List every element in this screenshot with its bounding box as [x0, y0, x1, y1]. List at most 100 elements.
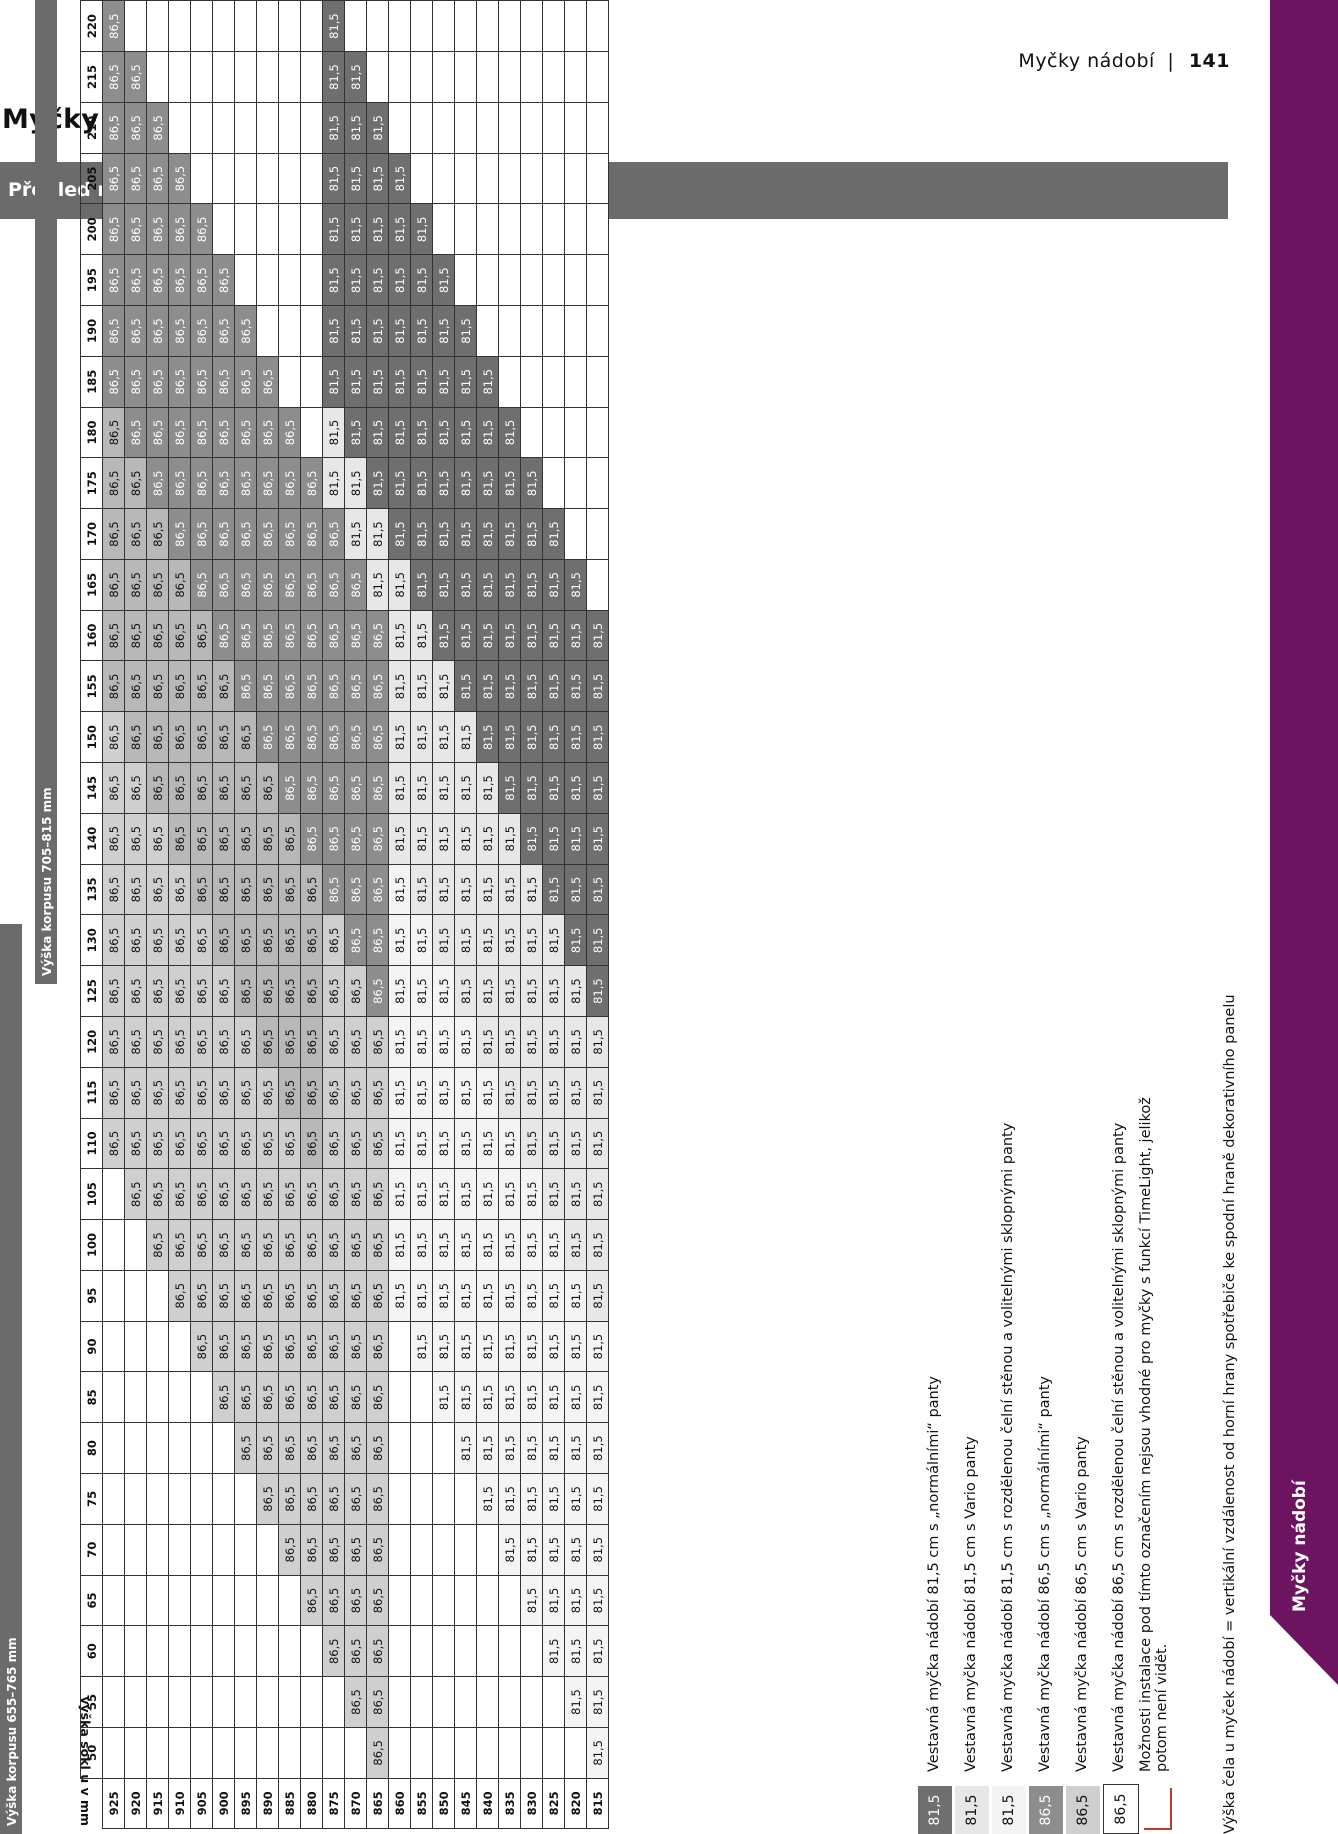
table-cell: 81,5: [388, 1270, 411, 1322]
table-cell: 86,5: [212, 813, 235, 865]
table-cell: 86,5: [234, 965, 257, 1017]
table-cell: [498, 254, 521, 306]
table-cell: 86,5: [300, 965, 323, 1017]
table-cell: [256, 254, 279, 306]
table-cell: 86,5: [344, 661, 367, 712]
table-cell: 81,5: [366, 153, 389, 204]
table-cell: [300, 203, 323, 255]
table-cell: [388, 1625, 411, 1677]
table-cell: 81,5: [586, 1118, 609, 1169]
table-cell: 81,5: [432, 711, 455, 763]
plinth-height-header: 90: [80, 1321, 103, 1372]
table-cell: [124, 1473, 147, 1525]
table-cell: [454, 1625, 477, 1677]
table-cell: [410, 1625, 433, 1677]
table-cell: [388, 1422, 411, 1474]
table-cell: 81,5: [520, 813, 543, 865]
table-cell: 86,5: [366, 813, 389, 865]
table-cell: 86,5: [124, 711, 147, 763]
table-cell: [168, 1575, 191, 1626]
table-cell: 86,5: [256, 1422, 279, 1474]
table-cell: 86,5: [366, 1219, 389, 1271]
table-cell: [234, 1727, 257, 1779]
table-cell: 86,5: [256, 965, 279, 1017]
table-cell: 81,5: [564, 1371, 587, 1423]
table-cell: 81,5: [432, 1168, 455, 1220]
table-cell: 86,5: [300, 1371, 323, 1423]
table-cell: 86,5: [190, 508, 213, 560]
table-cell: [586, 559, 609, 611]
table-cell: [564, 102, 587, 154]
table-cell: [234, 1524, 257, 1576]
table-cell: [454, 1524, 477, 1576]
table-cell: 86,5: [278, 711, 301, 763]
table-cell: 86,5: [256, 508, 279, 560]
table-cell: 86,5: [300, 711, 323, 763]
table-cell: [190, 102, 213, 154]
table-cell: 86,5: [168, 1219, 191, 1271]
table-cell: 81,5: [454, 457, 477, 509]
table-cell: 86,5: [212, 711, 235, 763]
table-cell: 81,5: [542, 1371, 565, 1423]
table-cell: 81,5: [432, 1270, 455, 1322]
table-cell: [586, 51, 609, 103]
table-cell: 81,5: [410, 711, 433, 763]
table-cell: 86,5: [234, 1219, 257, 1271]
table-cell: [256, 102, 279, 154]
table-cell: 81,5: [410, 559, 433, 611]
table-cell: 86,5: [102, 762, 125, 814]
table-cell: 86,5: [168, 559, 191, 611]
table-cell: 86,5: [168, 661, 191, 712]
table-cell: 81,5: [498, 1473, 521, 1525]
table-cell: [498, 356, 521, 408]
table-cell: 86,5: [256, 661, 279, 712]
table-cell: 81,5: [498, 864, 521, 915]
table-cell: 86,5: [190, 965, 213, 1017]
table-cell: 81,5: [586, 762, 609, 814]
table-cell: 81,5: [498, 1219, 521, 1271]
table-cell: 81,5: [520, 1067, 543, 1119]
plinth-height-header: 170: [80, 508, 103, 560]
plinth-height-header: 75: [80, 1473, 103, 1525]
table-cell: 81,5: [432, 1118, 455, 1169]
table-cell: [212, 203, 235, 255]
table-cell: 86,5: [124, 762, 147, 814]
table-cell: 86,5: [322, 813, 345, 865]
table-cell: 86,5: [278, 407, 301, 458]
table-cell: 86,5: [300, 559, 323, 611]
table-cell: [256, 305, 279, 357]
table-cell: [520, 1727, 543, 1779]
table-cell: [564, 1727, 587, 1779]
table-cell: 81,5: [586, 711, 609, 763]
table-cell: 86,5: [234, 610, 257, 661]
table-cell: [300, 254, 323, 306]
table-cell: [278, 102, 301, 154]
table-cell: 81,5: [564, 1625, 587, 1677]
table-cell: 86,5: [344, 1473, 367, 1525]
plinth-height-header: 140: [80, 813, 103, 865]
table-cell: 86,5: [190, 457, 213, 509]
table-cell: [212, 1473, 235, 1525]
table-cell: 86,5: [102, 864, 125, 915]
table-cell: 81,5: [410, 965, 433, 1017]
legend-swatch: 81,5: [918, 1786, 952, 1834]
table-cell: 86,5: [234, 1422, 257, 1474]
table-cell: [168, 102, 191, 154]
table-cell: [520, 1676, 543, 1728]
plinth-height-header: 155: [80, 661, 103, 712]
table-cell: 86,5: [190, 254, 213, 306]
table-cell: 81,5: [432, 1321, 455, 1372]
table-cell: 86,5: [322, 610, 345, 661]
table-cell: 86,5: [124, 965, 147, 1017]
table-cell: [102, 1270, 125, 1322]
table-cell: [476, 0, 499, 52]
table-cell: 81,5: [344, 153, 367, 204]
table-cell: [102, 1321, 125, 1372]
table-cell: [586, 508, 609, 560]
table-cell: 81,5: [476, 813, 499, 865]
table-cell: 86,5: [124, 1168, 147, 1220]
table-cell: [168, 1625, 191, 1677]
table-cell: 81,5: [564, 559, 587, 611]
plinth-height-header: 70: [80, 1524, 103, 1576]
table-cell: [432, 153, 455, 204]
